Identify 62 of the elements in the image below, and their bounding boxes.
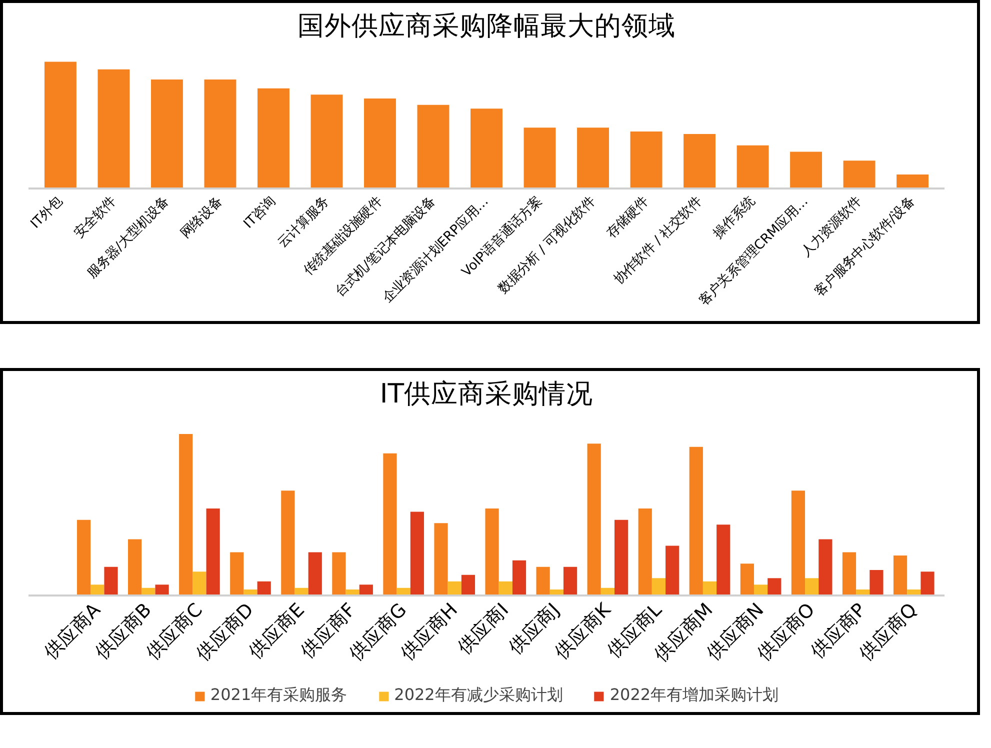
bar: [364, 98, 396, 188]
bar: [98, 69, 130, 188]
bar: [128, 539, 142, 596]
bar: [768, 578, 782, 596]
bar: [716, 524, 730, 596]
bar: [893, 555, 908, 596]
bar: [206, 508, 220, 596]
bar: [870, 570, 884, 596]
bar: [790, 152, 822, 188]
bar: [44, 62, 76, 188]
x-tick-label: 网络设备: [178, 194, 226, 242]
bar: [410, 512, 424, 596]
x-tick-label: 安全软件: [70, 193, 120, 242]
bar: [192, 572, 206, 596]
bar: [920, 572, 934, 596]
legend-label: 2022年有增加采购计划: [610, 685, 779, 706]
bar: [485, 508, 499, 596]
bar: [843, 160, 876, 188]
bar: [332, 552, 346, 596]
bar: [179, 434, 193, 596]
bar: [258, 88, 290, 188]
bar: [740, 564, 754, 596]
bar: [310, 94, 343, 188]
bar: [470, 108, 502, 188]
bar: [417, 104, 450, 188]
legend-label: 2022年有减少采购计划: [394, 685, 563, 706]
bar: [524, 128, 556, 188]
bar: [281, 490, 295, 596]
bar: [536, 566, 550, 596]
bar: [308, 552, 322, 596]
bar: [512, 560, 526, 596]
bar: [563, 566, 578, 596]
x-tick-label: IT咨询: [241, 194, 279, 232]
x-tick-label: 存储硬件: [604, 194, 652, 242]
bar: [587, 444, 601, 596]
bar: [818, 539, 832, 596]
bar: [155, 584, 169, 596]
bar: [842, 552, 856, 596]
bar: [204, 79, 236, 188]
bar: [896, 174, 929, 188]
bar: [689, 446, 703, 596]
legend-label: 2021年有采购服务: [210, 685, 348, 706]
bar: [383, 453, 397, 596]
bar: [638, 508, 652, 596]
bar: [791, 490, 806, 596]
bar: [666, 546, 680, 596]
bar: [736, 145, 769, 188]
bar: [630, 131, 662, 188]
bar: [684, 134, 716, 188]
bar: [805, 578, 819, 596]
bar: [230, 552, 244, 596]
chart-title: 国外供应商采购降幅最大的领域: [298, 10, 676, 42]
bar: [652, 578, 666, 596]
chart-title: IT供应商采购情况: [380, 378, 594, 410]
bar: [150, 79, 183, 188]
bar: [76, 520, 91, 596]
bar: [577, 128, 609, 188]
bar: [434, 523, 448, 596]
x-tick-label: IT外包: [28, 194, 66, 232]
bar: [461, 574, 476, 596]
bar: [614, 520, 628, 596]
bar: [104, 566, 118, 596]
